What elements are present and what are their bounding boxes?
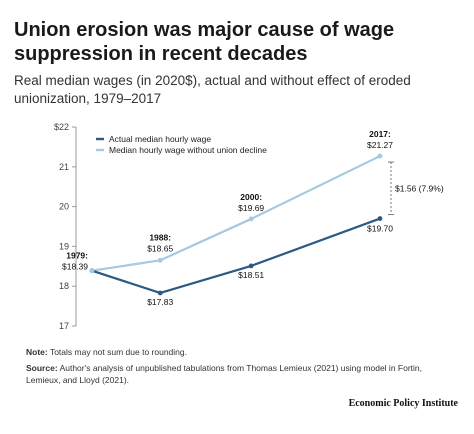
chart-note: Note: Totals may not sum due to rounding… bbox=[26, 346, 456, 358]
annotation-year: 1979: bbox=[66, 251, 88, 261]
y-tick-label: 19 bbox=[59, 241, 69, 251]
counterfactual-wage-point bbox=[248, 216, 254, 222]
counterfactual-wage-point bbox=[89, 268, 95, 274]
source-label: Source: bbox=[26, 363, 58, 373]
y-tick-label: $22 bbox=[54, 122, 69, 132]
chart-subtitle: Real median wages (in 2020$), actual and… bbox=[14, 73, 411, 106]
y-tick-label: 20 bbox=[59, 202, 69, 212]
chart-title: Union erosion was major cause of wage su… bbox=[14, 19, 395, 65]
legend-label: Median hourly wage without union decline bbox=[109, 145, 267, 155]
counterfactual-wage-point bbox=[377, 153, 383, 159]
annotation-year: 2000: bbox=[240, 192, 262, 202]
annotation-value: $18.51 bbox=[238, 270, 264, 280]
line-chart: $22 21 20 19 18 17 1979:$18.39 $17.83 1988:$18.6… bbox=[54, 122, 444, 331]
chart-source: Source: Author's analysis of unpublished… bbox=[26, 362, 456, 386]
gap-label: $1.56 (7.9%) bbox=[395, 183, 444, 193]
actual-wage-point bbox=[157, 290, 163, 296]
annotation-value: $18.65 bbox=[147, 243, 173, 253]
annotation-year: 1988: bbox=[149, 232, 171, 242]
y-tick-label: 18 bbox=[59, 281, 69, 291]
y-tick-label: 17 bbox=[59, 321, 69, 331]
note-label: Note: bbox=[26, 347, 48, 357]
annotation-value: $19.70 bbox=[367, 224, 393, 234]
y-tick-label: 21 bbox=[59, 162, 69, 172]
annotation-value: $18.39 bbox=[62, 262, 88, 272]
annotation-value: $17.83 bbox=[147, 297, 173, 307]
publisher-logo: Economic Policy Institute bbox=[348, 398, 458, 409]
actual-wage-line bbox=[91, 217, 381, 295]
actual-wage-point bbox=[377, 216, 383, 221]
actual-wage-point bbox=[248, 263, 254, 269]
counterfactual-wage-line bbox=[91, 155, 381, 272]
note-text: Totals may not sum due to rounding. bbox=[49, 347, 187, 357]
legend-label: Actual median hourly wage bbox=[109, 134, 211, 144]
annotation-year: 2017: bbox=[369, 129, 391, 139]
annotation-value: $21.27 bbox=[367, 140, 393, 150]
counterfactual-wage-point bbox=[157, 257, 163, 263]
annotation-value: $19.69 bbox=[238, 203, 264, 213]
source-text: Author's analysis of unpublished tabulat… bbox=[26, 363, 422, 385]
